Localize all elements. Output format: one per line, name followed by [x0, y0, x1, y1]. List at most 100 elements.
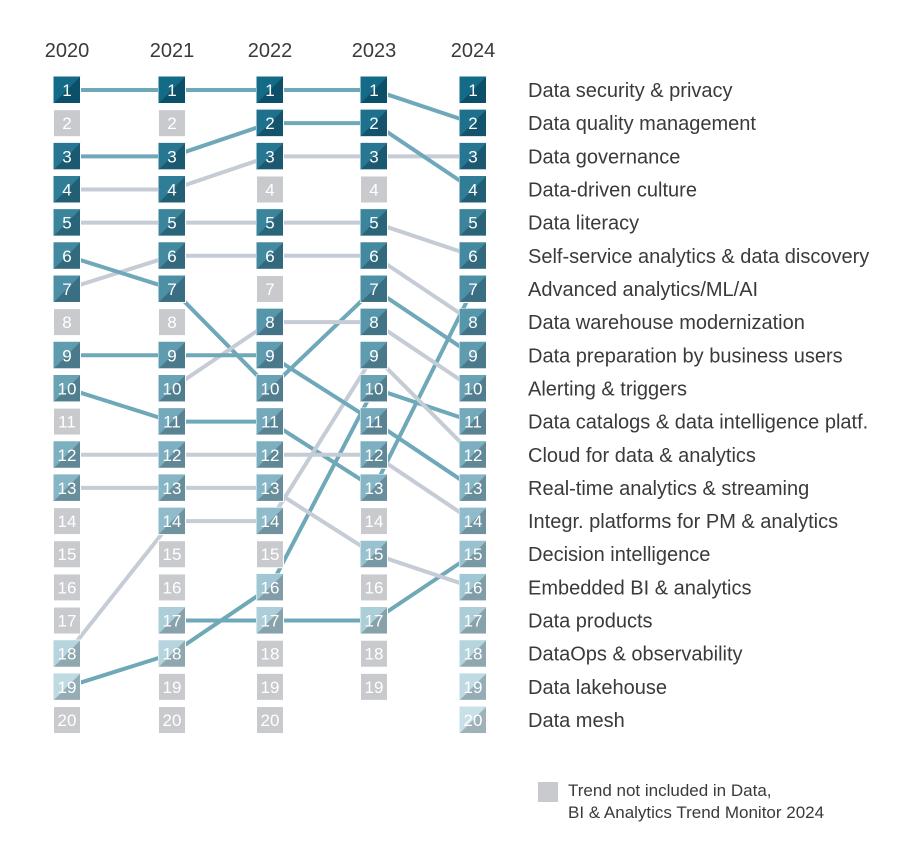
rank-box-2024-12: 12	[459, 440, 487, 469]
rank-number: 13	[163, 479, 182, 498]
rank-box-2020-16: 16	[53, 573, 81, 602]
rank-number: 3	[265, 147, 274, 166]
rank-number: 11	[261, 413, 279, 432]
rank-box-2021-10: 10	[158, 374, 186, 403]
rank-number: 2	[167, 114, 176, 133]
rank-number: 17	[365, 612, 384, 631]
rank-number: 6	[265, 247, 274, 266]
rank-line-segment	[268, 287, 376, 390]
rank-box-2024-15: 15	[459, 540, 487, 569]
trend-label: Data products	[528, 611, 653, 633]
year-label-2021: 2021	[150, 40, 195, 62]
rank-line-segment	[171, 121, 271, 159]
rank-box-2022-14: 14	[256, 507, 284, 536]
year-label-2023: 2023	[352, 40, 397, 62]
rank-number: 9	[167, 346, 176, 365]
rank-number: 12	[464, 446, 483, 465]
rank-number: 18	[261, 645, 280, 664]
rank-box-2024-5: 5	[459, 208, 487, 237]
rank-box-2024-13: 13	[459, 473, 487, 502]
rank-number: 16	[464, 578, 483, 597]
rank-lines	[65, 88, 475, 689]
trend-label: DataOps & observability	[528, 644, 743, 666]
rank-line-segment	[66, 651, 173, 689]
rank-line-segment	[372, 320, 475, 391]
trend-label: Data lakehouse	[528, 677, 667, 699]
rank-number: 9	[62, 346, 71, 365]
rank-number: 15	[58, 545, 77, 564]
rank-number: 13	[464, 479, 483, 498]
rank-number: 17	[163, 612, 182, 631]
trend-label: Data mesh	[528, 710, 625, 732]
rank-number: 19	[163, 678, 182, 697]
rank-box-2021-2: 2	[158, 109, 186, 138]
year-label-2020: 2020	[45, 40, 90, 62]
rank-box-2021-3: 3	[158, 142, 186, 171]
rank-number: 2	[62, 114, 71, 133]
rank-number: 6	[62, 247, 71, 266]
year-axis: 2020 2021 2022 2023 2024	[45, 40, 496, 62]
rank-box-2020-2: 2	[53, 109, 81, 138]
rank-box-2021-11: 11	[158, 407, 186, 436]
rank-number: 2	[468, 114, 477, 133]
rank-box-2023-15: 15	[360, 540, 388, 569]
rank-number: 1	[468, 81, 477, 100]
rank-box-2024-9: 9	[459, 341, 487, 370]
rank-box-2022-3: 3	[256, 142, 284, 171]
rank-box-2021-4: 4	[158, 175, 186, 204]
rank-box-2024-17: 17	[459, 606, 487, 635]
rank-number: 5	[62, 214, 71, 233]
rank-number: 4	[468, 180, 477, 199]
rank-box-2020-5: 5	[53, 208, 81, 237]
rank-number: 7	[468, 280, 477, 299]
rank-box-2022-5: 5	[256, 208, 284, 237]
rank-box-2023-8: 8	[360, 308, 388, 337]
rank-box-2024-6: 6	[459, 241, 487, 270]
rank-number: 5	[369, 214, 378, 233]
rank-box-2024-2: 2	[459, 109, 487, 138]
rank-box-2022-8: 8	[256, 308, 284, 337]
rank-box-2021-12: 12	[158, 440, 186, 469]
trend-label: Data literacy	[528, 213, 639, 235]
rank-number: 7	[62, 280, 71, 299]
rank-number: 3	[468, 147, 477, 166]
rank-number: 9	[468, 346, 477, 365]
rank-number: 18	[365, 645, 384, 664]
rank-box-2023-16: 16	[360, 573, 388, 602]
rank-number: 6	[468, 247, 477, 266]
rank-number: 13	[58, 479, 77, 498]
rank-line-segment	[65, 519, 174, 655]
rank-box-2020-1: 1	[53, 76, 81, 104]
rank-number: 4	[167, 180, 176, 199]
rank-box-2020-10: 10	[53, 374, 81, 403]
rank-number: 8	[369, 313, 378, 332]
rank-number: 16	[261, 578, 280, 597]
trend-label: Data governance	[528, 146, 680, 168]
rank-box-2020-19: 19	[53, 672, 81, 701]
rank-number: 6	[369, 247, 378, 266]
rank-number: 15	[464, 545, 483, 564]
trend-label: Advanced analytics/ML/AI	[528, 279, 758, 301]
rank-number: 14	[365, 512, 384, 531]
rank-box-2022-2: 2	[256, 109, 284, 138]
rank-box-2023-19: 19	[360, 672, 388, 701]
rank-box-2024-18: 18	[459, 639, 487, 668]
rank-line-segment	[268, 354, 376, 523]
rank-number: 19	[58, 678, 77, 697]
rank-number: 12	[261, 446, 280, 465]
rank-number: 4	[369, 180, 378, 199]
trend-labels: Data security & privacy Data quality mana…	[528, 80, 869, 732]
rank-line-segment	[372, 353, 475, 457]
rank-box-2023-6: 6	[360, 241, 388, 270]
rank-box-2020-8: 8	[53, 308, 81, 337]
legend-line-1: Trend not included in Data,	[568, 781, 772, 800]
rank-box-2022-7: 7	[256, 274, 284, 303]
rank-number: 1	[62, 81, 71, 100]
rank-box-2022-11: 11	[256, 407, 284, 436]
rank-box-2021-6: 6	[158, 241, 186, 270]
rank-box-2023-17: 17	[360, 606, 388, 635]
rank-box-2022-10: 10	[256, 374, 284, 403]
rank-number: 1	[369, 81, 378, 100]
rank-number: 11	[365, 413, 383, 432]
rank-box-2023-13: 13	[360, 473, 388, 502]
